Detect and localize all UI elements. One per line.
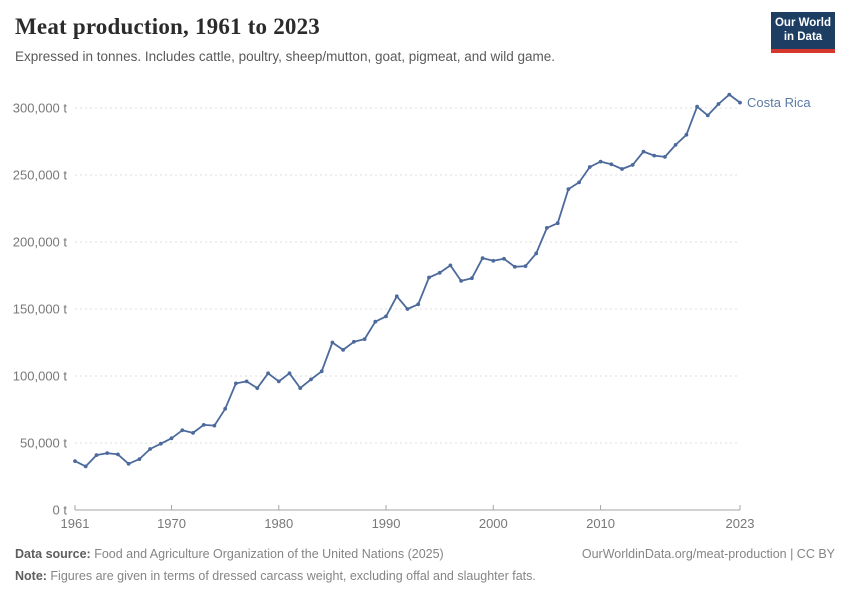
data-point[interactable] (405, 307, 410, 311)
data-point[interactable] (491, 258, 496, 263)
data-point[interactable] (459, 279, 463, 283)
data-point[interactable] (534, 251, 539, 256)
x-axis-tick-label: 1970 (157, 516, 186, 531)
data-point[interactable] (609, 162, 614, 167)
data-point[interactable] (116, 452, 120, 457)
data-point[interactable] (555, 221, 560, 226)
data-point[interactable] (630, 163, 635, 167)
data-point[interactable] (545, 226, 549, 230)
y-axis-tick-label: 250,000 t (13, 168, 68, 183)
data-point[interactable] (416, 302, 421, 307)
data-point[interactable] (212, 423, 217, 428)
data-point[interactable] (437, 270, 442, 275)
owid-logo-line1: Our World (774, 17, 831, 29)
footer-note-text: Figures are given in terms of dressed ca… (46, 569, 536, 584)
data-point[interactable] (738, 100, 742, 105)
data-point[interactable] (427, 275, 431, 280)
data-point[interactable] (512, 264, 517, 269)
footer-note: Note: Figures are given in terms of dres… (15, 566, 835, 588)
data-point[interactable] (502, 256, 506, 261)
chart-footer: Data source: Food and Agriculture Organi… (15, 544, 835, 588)
chart-subtitle: Expressed in tonnes. Includes cattle, po… (15, 49, 556, 64)
y-axis-tick-label: 100,000 t (13, 369, 68, 384)
y-axis-tick-label: 200,000 t (13, 235, 68, 250)
data-point[interactable] (684, 132, 689, 137)
data-point[interactable] (598, 159, 603, 164)
data-point[interactable] (330, 340, 335, 345)
data-point[interactable] (137, 457, 142, 461)
data-point[interactable] (695, 104, 699, 109)
data-point[interactable] (727, 92, 732, 97)
data-point[interactable] (448, 263, 453, 268)
data-point[interactable] (716, 102, 721, 106)
footer-source: Data source: Food and Agriculture Organi… (15, 544, 444, 566)
data-point[interactable] (223, 406, 228, 411)
data-point[interactable] (298, 386, 303, 390)
data-point[interactable] (341, 348, 345, 352)
data-point[interactable] (158, 441, 163, 446)
data-point[interactable] (373, 319, 378, 324)
data-point[interactable] (587, 165, 592, 169)
data-point[interactable] (191, 431, 195, 435)
data-point[interactable] (73, 459, 77, 463)
y-axis-tick-label: 150,000 t (13, 302, 68, 317)
data-point[interactable] (673, 143, 678, 147)
data-point[interactable] (244, 379, 249, 384)
x-axis-tick-label: 1961 (61, 516, 90, 531)
data-point[interactable] (352, 339, 356, 344)
data-point[interactable] (83, 464, 88, 469)
x-axis-tick-label: 1990 (372, 516, 401, 531)
data-point[interactable] (641, 149, 646, 154)
entity-label-costa-rica[interactable]: Costa Rica (747, 95, 811, 110)
data-point[interactable] (234, 381, 238, 386)
data-point[interactable] (480, 256, 485, 260)
footer-source-text: Food and Agriculture Organization of the… (90, 547, 444, 562)
y-axis-tick-label: 0 t (53, 503, 68, 518)
owid-logo[interactable]: Our World in Data (771, 12, 835, 53)
chart-header: Meat production, 1961 to 2023 Expressed … (15, 14, 760, 64)
data-point[interactable] (577, 180, 581, 185)
x-axis-tick-label: 1980 (264, 516, 293, 531)
owid-logo-line2: in Data (783, 30, 823, 43)
data-point[interactable] (266, 371, 270, 376)
data-point[interactable] (523, 264, 528, 268)
footer-source-label: Data source: (15, 547, 91, 562)
footer-note-label: Note: (15, 569, 47, 584)
data-point[interactable] (287, 371, 292, 376)
footer-attribution-link[interactable]: OurWorldinData.org/meat-production | CC … (581, 547, 835, 562)
data-point[interactable] (362, 337, 367, 341)
data-point[interactable] (319, 369, 324, 374)
data-point[interactable] (470, 276, 474, 281)
chart-title: Meat production, 1961 to 2023 (15, 14, 321, 39)
data-point[interactable] (276, 379, 281, 384)
footer-source-row: Data source: Food and Agriculture Organi… (15, 544, 835, 566)
data-point[interactable] (620, 167, 624, 171)
data-point[interactable] (705, 113, 710, 118)
data-point[interactable] (201, 423, 206, 427)
data-point[interactable] (94, 453, 99, 457)
data-point[interactable] (255, 386, 260, 390)
data-point[interactable] (180, 428, 185, 433)
data-point[interactable] (384, 314, 388, 319)
data-point[interactable] (148, 447, 153, 451)
data-point[interactable] (566, 187, 571, 192)
data-point[interactable] (126, 461, 131, 466)
x-axis-tick-label: 2023 (726, 516, 755, 531)
y-axis-tick-label: 300,000 t (13, 101, 68, 116)
data-point[interactable] (663, 155, 667, 159)
data-point[interactable] (105, 451, 110, 455)
data-point[interactable] (309, 377, 313, 382)
y-axis-tick-label: 50,000 t (20, 436, 67, 451)
data-point[interactable] (652, 153, 657, 158)
data-point[interactable] (169, 436, 174, 441)
data-line-costa-rica[interactable] (74, 93, 741, 468)
x-axis-tick-label: 2000 (479, 516, 508, 531)
data-point[interactable] (394, 294, 399, 299)
x-axis-tick-label: 2010 (586, 516, 615, 531)
